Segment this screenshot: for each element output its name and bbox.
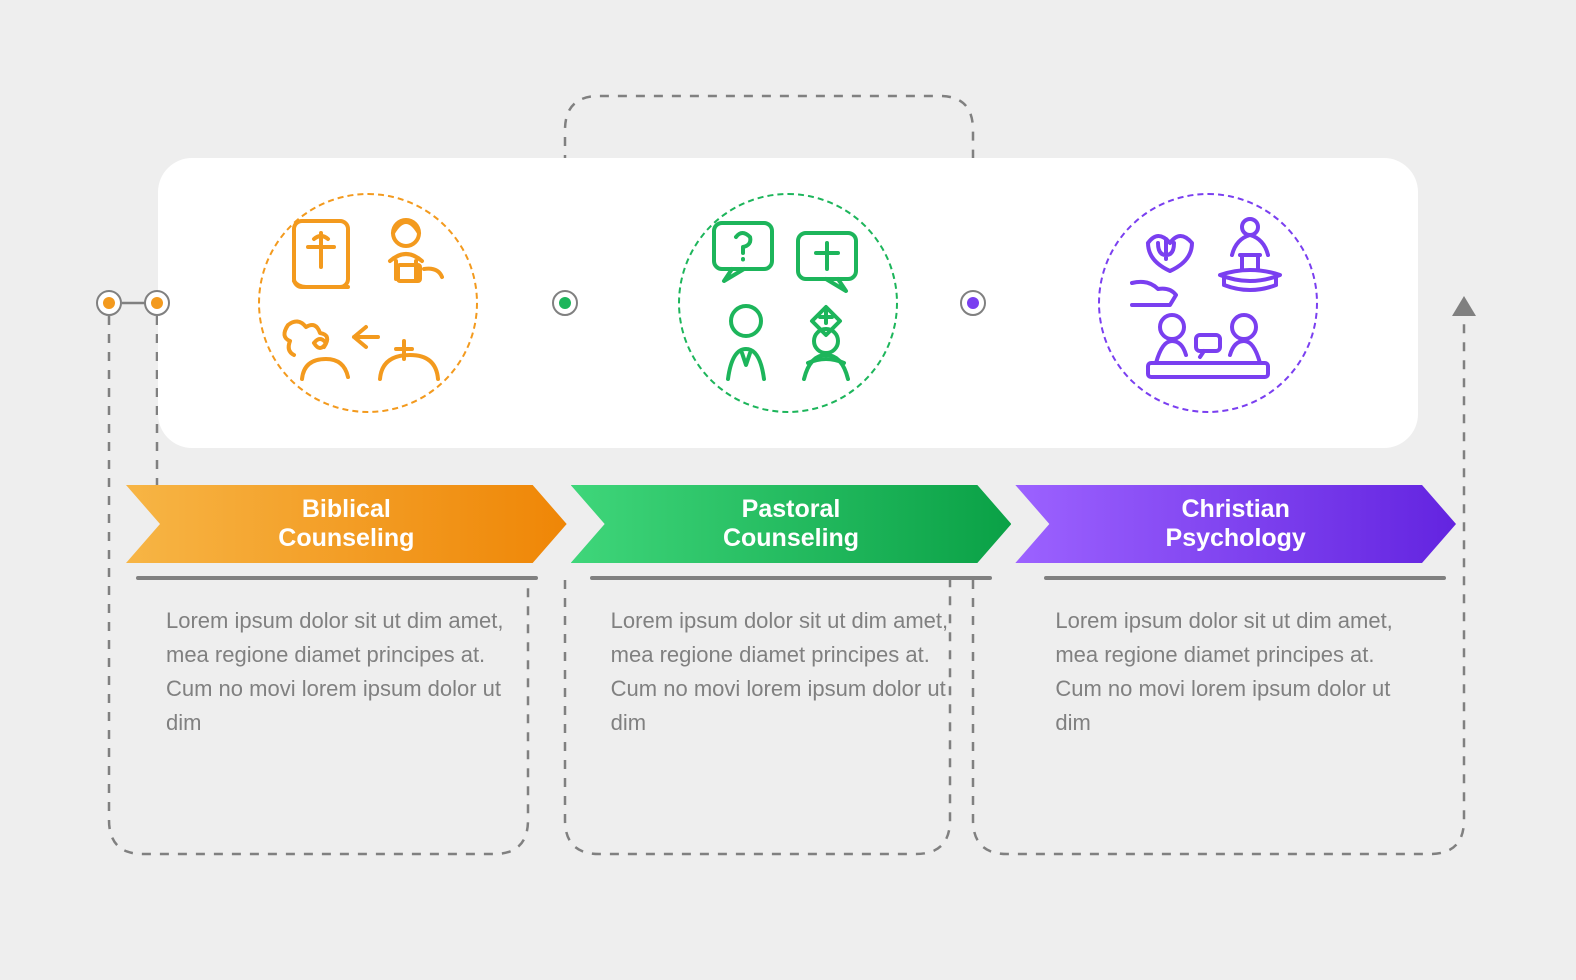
underline-row bbox=[136, 576, 1446, 580]
underline-1 bbox=[136, 576, 538, 580]
connector-dot-1 bbox=[144, 290, 170, 316]
connector-dot-1-inner bbox=[151, 297, 163, 309]
desc-pastoral: Lorem ipsum dolor sit ut dim amet, mea r… bbox=[611, 604, 982, 740]
desc-biblical: Lorem ipsum dolor sit ut dim amet, mea r… bbox=[166, 604, 537, 740]
dashed-circle-christian bbox=[1098, 193, 1318, 413]
pastoral-icon bbox=[688, 203, 888, 403]
dashed-circle-pastoral bbox=[678, 193, 898, 413]
biblical-icon bbox=[268, 203, 468, 403]
ribbon-christian: Christian Psychology bbox=[1015, 485, 1456, 563]
connector-dot-3-inner bbox=[967, 297, 979, 309]
connector-dot-start bbox=[96, 290, 122, 316]
icon-cell-pastoral bbox=[578, 158, 998, 448]
connector-dot-3 bbox=[960, 290, 986, 316]
end-arrowhead bbox=[1452, 296, 1476, 316]
desc-christian: Lorem ipsum dolor sit ut dim amet, mea r… bbox=[1055, 604, 1426, 740]
icon-cell-christian bbox=[998, 158, 1418, 448]
underline-2 bbox=[590, 576, 992, 580]
connector-dot-2-inner bbox=[559, 297, 571, 309]
ribbon-biblical: Biblical Counseling bbox=[126, 485, 567, 563]
ribbon-biblical-label: Biblical Counseling bbox=[278, 495, 414, 553]
ribbon-pastoral-label: Pastoral Counseling bbox=[723, 495, 859, 553]
underline-3 bbox=[1044, 576, 1446, 580]
icon-cell-biblical bbox=[158, 158, 578, 448]
ribbon-pastoral: Pastoral Counseling bbox=[571, 485, 1012, 563]
christian-icon bbox=[1108, 203, 1308, 403]
connector-dot-start-inner bbox=[103, 297, 115, 309]
icon-card-row bbox=[158, 158, 1418, 448]
infographic-stage: Biblical Counseling Pastoral Counseling … bbox=[0, 0, 1576, 980]
ribbon-christian-label: Christian Psychology bbox=[1166, 495, 1306, 553]
connector-dot-2 bbox=[552, 290, 578, 316]
description-row: Lorem ipsum dolor sit ut dim amet, mea r… bbox=[166, 604, 1426, 740]
ribbon-row: Biblical Counseling Pastoral Counseling … bbox=[126, 485, 1456, 563]
dashed-circle-biblical bbox=[258, 193, 478, 413]
